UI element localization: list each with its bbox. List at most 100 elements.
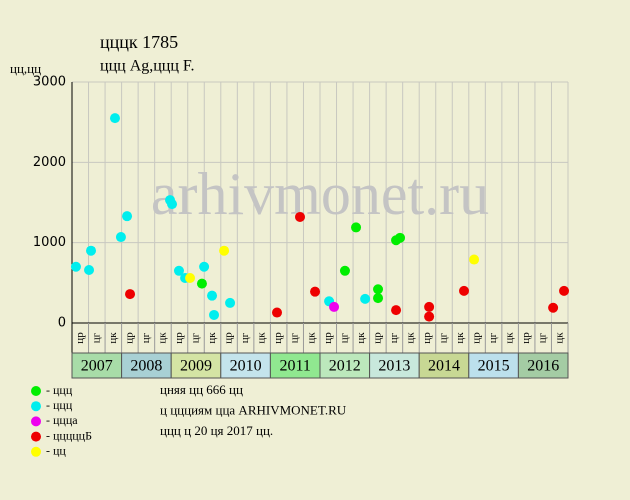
legend-swatch [31, 416, 41, 427]
point [207, 290, 218, 301]
year-label: 2013 [378, 358, 410, 375]
legend-label: - ццца [46, 413, 78, 427]
legend-label: - ццц [46, 383, 73, 397]
y-unit: цц,цц [10, 61, 41, 76]
year-label: 2007 [81, 358, 113, 375]
x-tick-label: цг [537, 332, 549, 343]
year-box [369, 352, 420, 379]
x-tick-label: цг [289, 332, 301, 343]
year-label: 2014 [428, 358, 460, 375]
year-label: 2015 [478, 358, 510, 375]
point [339, 265, 350, 276]
point [424, 311, 435, 322]
point [469, 254, 480, 265]
note: цняя цц 666 цц [160, 382, 243, 397]
legend-swatch [31, 431, 41, 442]
point [424, 301, 435, 312]
year-box [319, 352, 371, 379]
point [199, 261, 210, 272]
x-tick-label: цк [454, 332, 466, 344]
year-label: 2016 [527, 358, 559, 375]
point [173, 265, 184, 276]
y-tick-label: 1000 [33, 235, 66, 250]
x-tick-label: цк [355, 332, 367, 344]
x-tick-label: цг [338, 332, 350, 343]
year-label: 2008 [130, 358, 162, 375]
point [272, 307, 283, 318]
legend-label: - ццц [46, 398, 73, 412]
point [351, 222, 362, 233]
x-tick-label: цр [123, 332, 135, 344]
point [459, 285, 470, 296]
x-tick-label: цр [173, 332, 185, 344]
y-tick-label: 3000 [33, 75, 66, 90]
point [360, 293, 371, 304]
note: ц ццциям цца ARHIVMONET.RU [160, 402, 347, 417]
x-tick-label: цк [206, 332, 218, 344]
x-tick-label: цк [256, 332, 268, 344]
x-tick-label: цг [388, 332, 400, 343]
x-tick-label: цр [74, 332, 86, 344]
x-tick-label: цк [404, 332, 416, 344]
point [559, 285, 570, 296]
year-label: 2009 [180, 358, 212, 375]
year-label: 2010 [230, 358, 262, 375]
point [310, 286, 321, 297]
x-tick-label: цк [156, 332, 168, 344]
x-tick-label: цг [487, 332, 499, 343]
point [294, 211, 305, 222]
point [373, 284, 384, 295]
x-tick-label: цр [322, 332, 334, 344]
x-tick-label: цг [140, 332, 152, 343]
point [373, 293, 384, 304]
point [196, 278, 207, 289]
point [548, 302, 559, 313]
legend-swatch [31, 386, 41, 396]
year-box [121, 352, 172, 379]
year-box [517, 352, 569, 379]
point [225, 297, 236, 308]
x-tick-label: цр [272, 332, 284, 344]
watermark: arhivmonet.ru [151, 161, 489, 227]
x-tick-label: цг [438, 332, 450, 343]
legend-label: - цццццБ [46, 428, 92, 442]
point [84, 264, 95, 275]
x-tick-label: цр [520, 332, 532, 344]
x-tick-label: цк [504, 332, 516, 344]
point [395, 232, 406, 243]
year-box [468, 352, 519, 379]
point [122, 211, 133, 222]
x-tick-label: цр [371, 332, 383, 344]
x-tick-label: цк [305, 332, 317, 344]
point [391, 305, 402, 316]
y-tick-label: 2000 [33, 155, 66, 170]
point [70, 261, 81, 272]
point [209, 309, 220, 320]
x-tick-label: цр [223, 332, 235, 344]
point [329, 301, 340, 312]
chart-title: цццк 1785 [100, 32, 178, 52]
note: ццц ц 20 ця 2017 цц. [160, 423, 273, 438]
x-tick-label: цг [239, 332, 251, 343]
x-tick-label: цр [421, 332, 433, 344]
point [219, 245, 230, 256]
point [185, 273, 196, 284]
year-label: 2011 [279, 358, 310, 375]
x-tick-label: цр [471, 332, 483, 344]
point [115, 232, 126, 243]
point [125, 289, 136, 300]
year-box [170, 352, 222, 379]
x-tick-label: цк [553, 332, 565, 344]
legend-label: - цц [46, 444, 66, 458]
year-label: 2012 [329, 358, 361, 375]
x-tick-label: цк [107, 332, 119, 344]
legend-swatch [31, 401, 41, 412]
x-tick-label: цг [190, 332, 202, 343]
point [167, 199, 178, 210]
year-box [269, 352, 321, 379]
y-tick-label: 0 [58, 316, 66, 331]
point [109, 113, 120, 124]
x-tick-label: цг [90, 332, 102, 343]
year-box [418, 352, 470, 379]
